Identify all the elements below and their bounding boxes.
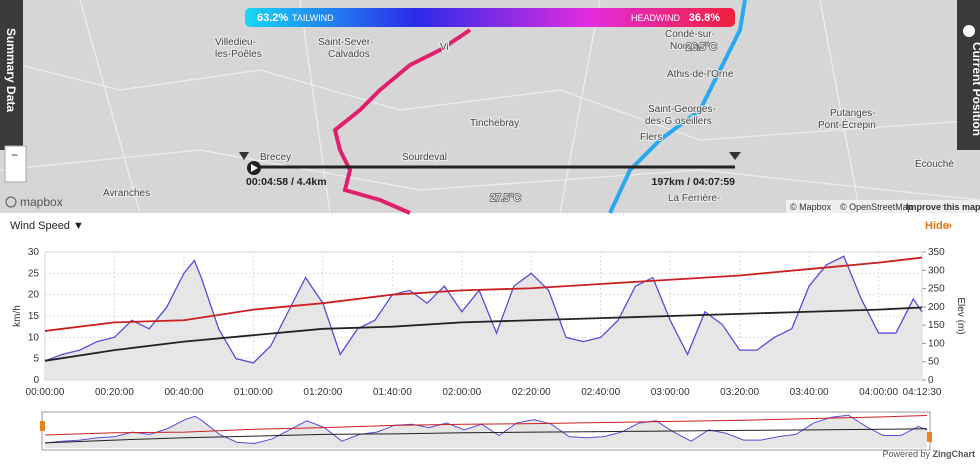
x-tick-label: 00:00:00: [26, 387, 65, 398]
wind-bar: [245, 8, 735, 27]
place: Écouché: [915, 157, 954, 170]
place: les-Poêles: [215, 49, 262, 60]
y-tick-label: 0: [33, 375, 39, 386]
headwind: HEADWIND: [631, 13, 680, 23]
place: Brecey: [260, 152, 291, 163]
temperature: 26.5°C: [686, 42, 717, 53]
y-axis-label: km/h: [12, 305, 23, 327]
series-line: [44, 414, 928, 436]
hide-button[interactable]: Hide: [925, 220, 949, 232]
x-tick-label: 03:00:00: [651, 387, 690, 398]
y2-tick-label: 250: [928, 284, 945, 295]
place: Saint-Georges-: [648, 104, 716, 115]
y2-tick-label: 300: [928, 265, 945, 276]
end-time: 197km / 04:07:59: [652, 176, 736, 188]
y-tick-label: 15: [28, 311, 40, 322]
attribution: © Mapbox: [790, 202, 832, 212]
x-tick-label: 00:20:00: [95, 387, 134, 398]
temperature: 27.5°C: [490, 193, 521, 204]
place: Athis-de-l'Orne: [667, 69, 734, 80]
place: Tinchebray: [470, 118, 519, 129]
attribution: © OpenStreetMap: [840, 202, 913, 212]
x-tick-label: 02:20:00: [512, 387, 551, 398]
powered-text: Powered by: [882, 449, 932, 459]
y2-tick-label: 100: [928, 338, 945, 349]
metric-dropdown[interactable]: Wind Speed ▼: [10, 220, 84, 232]
map-labels: Villedieu- les-Poêles Saint-Sever- Calva…: [102, 28, 955, 205]
x-tick-label: 01:00:00: [234, 387, 273, 398]
y-tick-label: 25: [28, 268, 40, 279]
y2-tick-label: 200: [928, 302, 945, 313]
tailwind-pct: 63.2%: [257, 12, 288, 24]
place: Avranches: [103, 188, 150, 199]
route: [332, 28, 472, 215]
navigator-handle[interactable]: [927, 432, 932, 442]
position-tab[interactable]: [957, 0, 980, 150]
place: Sourdeval: [402, 152, 447, 163]
mapbox-icon: [5, 196, 17, 208]
powered-by: Powered by ZingChart: [882, 449, 975, 459]
x-tick-label: 03:40:00: [790, 387, 829, 398]
series-line: [44, 256, 923, 332]
place: Pont-Écrepin: [818, 118, 876, 131]
hide-chevron: »: [946, 220, 952, 232]
place: Calvados: [328, 49, 370, 60]
tailwind: TAILWIND: [292, 13, 334, 23]
place: Vi: [440, 42, 449, 53]
x-tick-label: 04:00:00: [859, 387, 898, 398]
headwind-pct: 36.8%: [689, 12, 720, 24]
x-tick-label: 04:12:30: [903, 387, 942, 398]
place: Condé-sur-: [665, 29, 715, 40]
map: [0, 0, 980, 213]
y2-tick-label: 0: [928, 375, 934, 386]
x-tick-label: 03:20:00: [720, 387, 759, 398]
y2-tick-label: 350: [928, 247, 945, 258]
route: [608, 0, 747, 214]
series-line: [44, 306, 923, 362]
attribution-bg: [786, 200, 980, 213]
place: Flers: [640, 132, 662, 143]
x-tick-label: 01:40:00: [373, 387, 412, 398]
place: des-G.oseillers: [645, 116, 712, 127]
x-tick-label: 02:40:00: [581, 387, 620, 398]
y-tick-label: 10: [28, 332, 40, 343]
brand: ZingChart: [933, 449, 976, 459]
place: Putanges-: [830, 108, 876, 119]
mapbox-logo: mapbox: [20, 195, 63, 209]
summary-tab-label: Summary Data: [4, 28, 18, 112]
x-tick-label: 02:00:00: [442, 387, 481, 398]
map-roads: [0, 0, 980, 214]
start-time: 00:04:58 / 4.4km: [246, 176, 327, 188]
position-icon: [963, 25, 975, 37]
y-tick-label: 30: [28, 247, 40, 258]
zoom-out[interactable]: −: [11, 148, 18, 162]
series-line: [44, 428, 928, 444]
attribution-link[interactable]: Improve this map: [906, 202, 980, 212]
position-tab-label: Current Position: [970, 42, 980, 136]
place: Villedieu-: [215, 37, 256, 48]
y2-tick-label: 150: [928, 320, 945, 331]
zoom-control[interactable]: [4, 145, 27, 183]
y-tick-label: 5: [33, 354, 39, 365]
play-icon: [251, 164, 258, 172]
y-tick-label: 20: [28, 290, 40, 301]
place: Saint-Sever-: [318, 37, 374, 48]
area: [45, 415, 927, 448]
y2-tick-label: 50: [928, 357, 940, 368]
x-tick-label: 00:40:00: [164, 387, 203, 398]
summary-tab[interactable]: [0, 0, 23, 150]
navigator-handle[interactable]: [40, 421, 45, 431]
place: La Ferrière-: [668, 193, 720, 204]
area: [45, 256, 922, 380]
place: Noireau: [670, 41, 705, 52]
y2-axis-label: Elev (m): [955, 297, 966, 334]
x-tick-label: 01:20:00: [303, 387, 342, 398]
